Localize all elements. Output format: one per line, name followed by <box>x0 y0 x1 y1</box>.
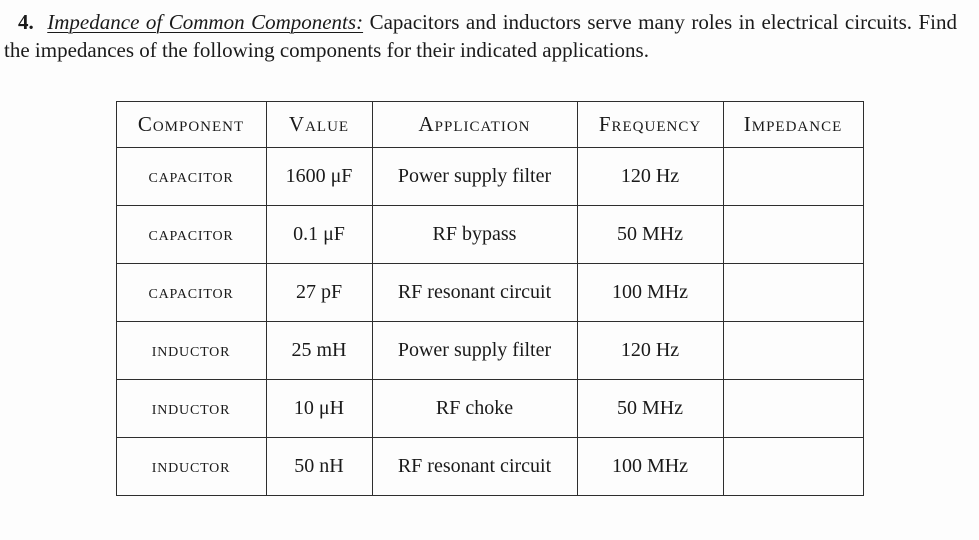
cell-value: 10 μH <box>265 378 373 438</box>
cell-component: inductor <box>115 436 267 496</box>
cell-component: capacitor <box>115 146 267 206</box>
cell-frequency: 50 MHz <box>576 378 724 438</box>
table-row: capacitor 1600 μF Power supply filter 12… <box>115 146 864 206</box>
table-row: inductor 10 μH RF choke 50 MHz <box>115 378 864 438</box>
problem-number: 4. <box>18 10 34 34</box>
table-row: inductor 50 nH RF resonant circuit 100 M… <box>115 436 864 496</box>
cell-application: Power supply filter <box>371 146 578 206</box>
cell-frequency: 100 MHz <box>576 262 724 322</box>
column-header-frequency: Frequency <box>576 100 724 148</box>
cell-impedance-blank <box>722 204 864 264</box>
problem-title: Impedance of Common Components: <box>47 10 364 34</box>
problem-statement: 4. Impedance of Common Components: Capac… <box>0 0 979 65</box>
cell-component: inductor <box>115 378 267 438</box>
cell-value: 25 mH <box>265 320 373 380</box>
problem-body: Capacitors and inductors serve many role… <box>4 10 958 63</box>
cell-frequency: 120 Hz <box>576 320 724 380</box>
cell-impedance-blank <box>722 378 864 438</box>
cell-value: 50 nH <box>265 436 373 496</box>
column-header-application: Application <box>371 100 578 148</box>
column-header-value: Value <box>265 100 373 148</box>
cell-application: RF resonant circuit <box>371 436 578 496</box>
cell-impedance-blank <box>722 146 864 206</box>
impedance-table: Component Value Application Frequency Im… <box>115 100 864 496</box>
cell-frequency: 100 MHz <box>576 436 724 496</box>
cell-value: 0.1 μF <box>265 204 373 264</box>
cell-component: inductor <box>115 320 267 380</box>
cell-component: capacitor <box>115 262 267 322</box>
column-header-impedance: Impedance <box>722 100 864 148</box>
cell-application: RF choke <box>371 378 578 438</box>
cell-frequency: 50 MHz <box>576 204 724 264</box>
cell-application: RF bypass <box>371 204 578 264</box>
cell-impedance-blank <box>722 262 864 322</box>
table-header-row: Component Value Application Frequency Im… <box>115 100 864 148</box>
cell-impedance-blank <box>722 436 864 496</box>
cell-frequency: 120 Hz <box>576 146 724 206</box>
cell-impedance-blank <box>722 320 864 380</box>
table-row: capacitor 27 pF RF resonant circuit 100 … <box>115 262 864 322</box>
cell-value: 27 pF <box>265 262 373 322</box>
cell-component: capacitor <box>115 204 267 264</box>
table-row: inductor 25 mH Power supply filter 120 H… <box>115 320 864 380</box>
column-header-component: Component <box>115 100 267 148</box>
table-row: capacitor 0.1 μF RF bypass 50 MHz <box>115 204 864 264</box>
cell-value: 1600 μF <box>265 146 373 206</box>
cell-application: RF resonant circuit <box>371 262 578 322</box>
cell-application: Power supply filter <box>371 320 578 380</box>
